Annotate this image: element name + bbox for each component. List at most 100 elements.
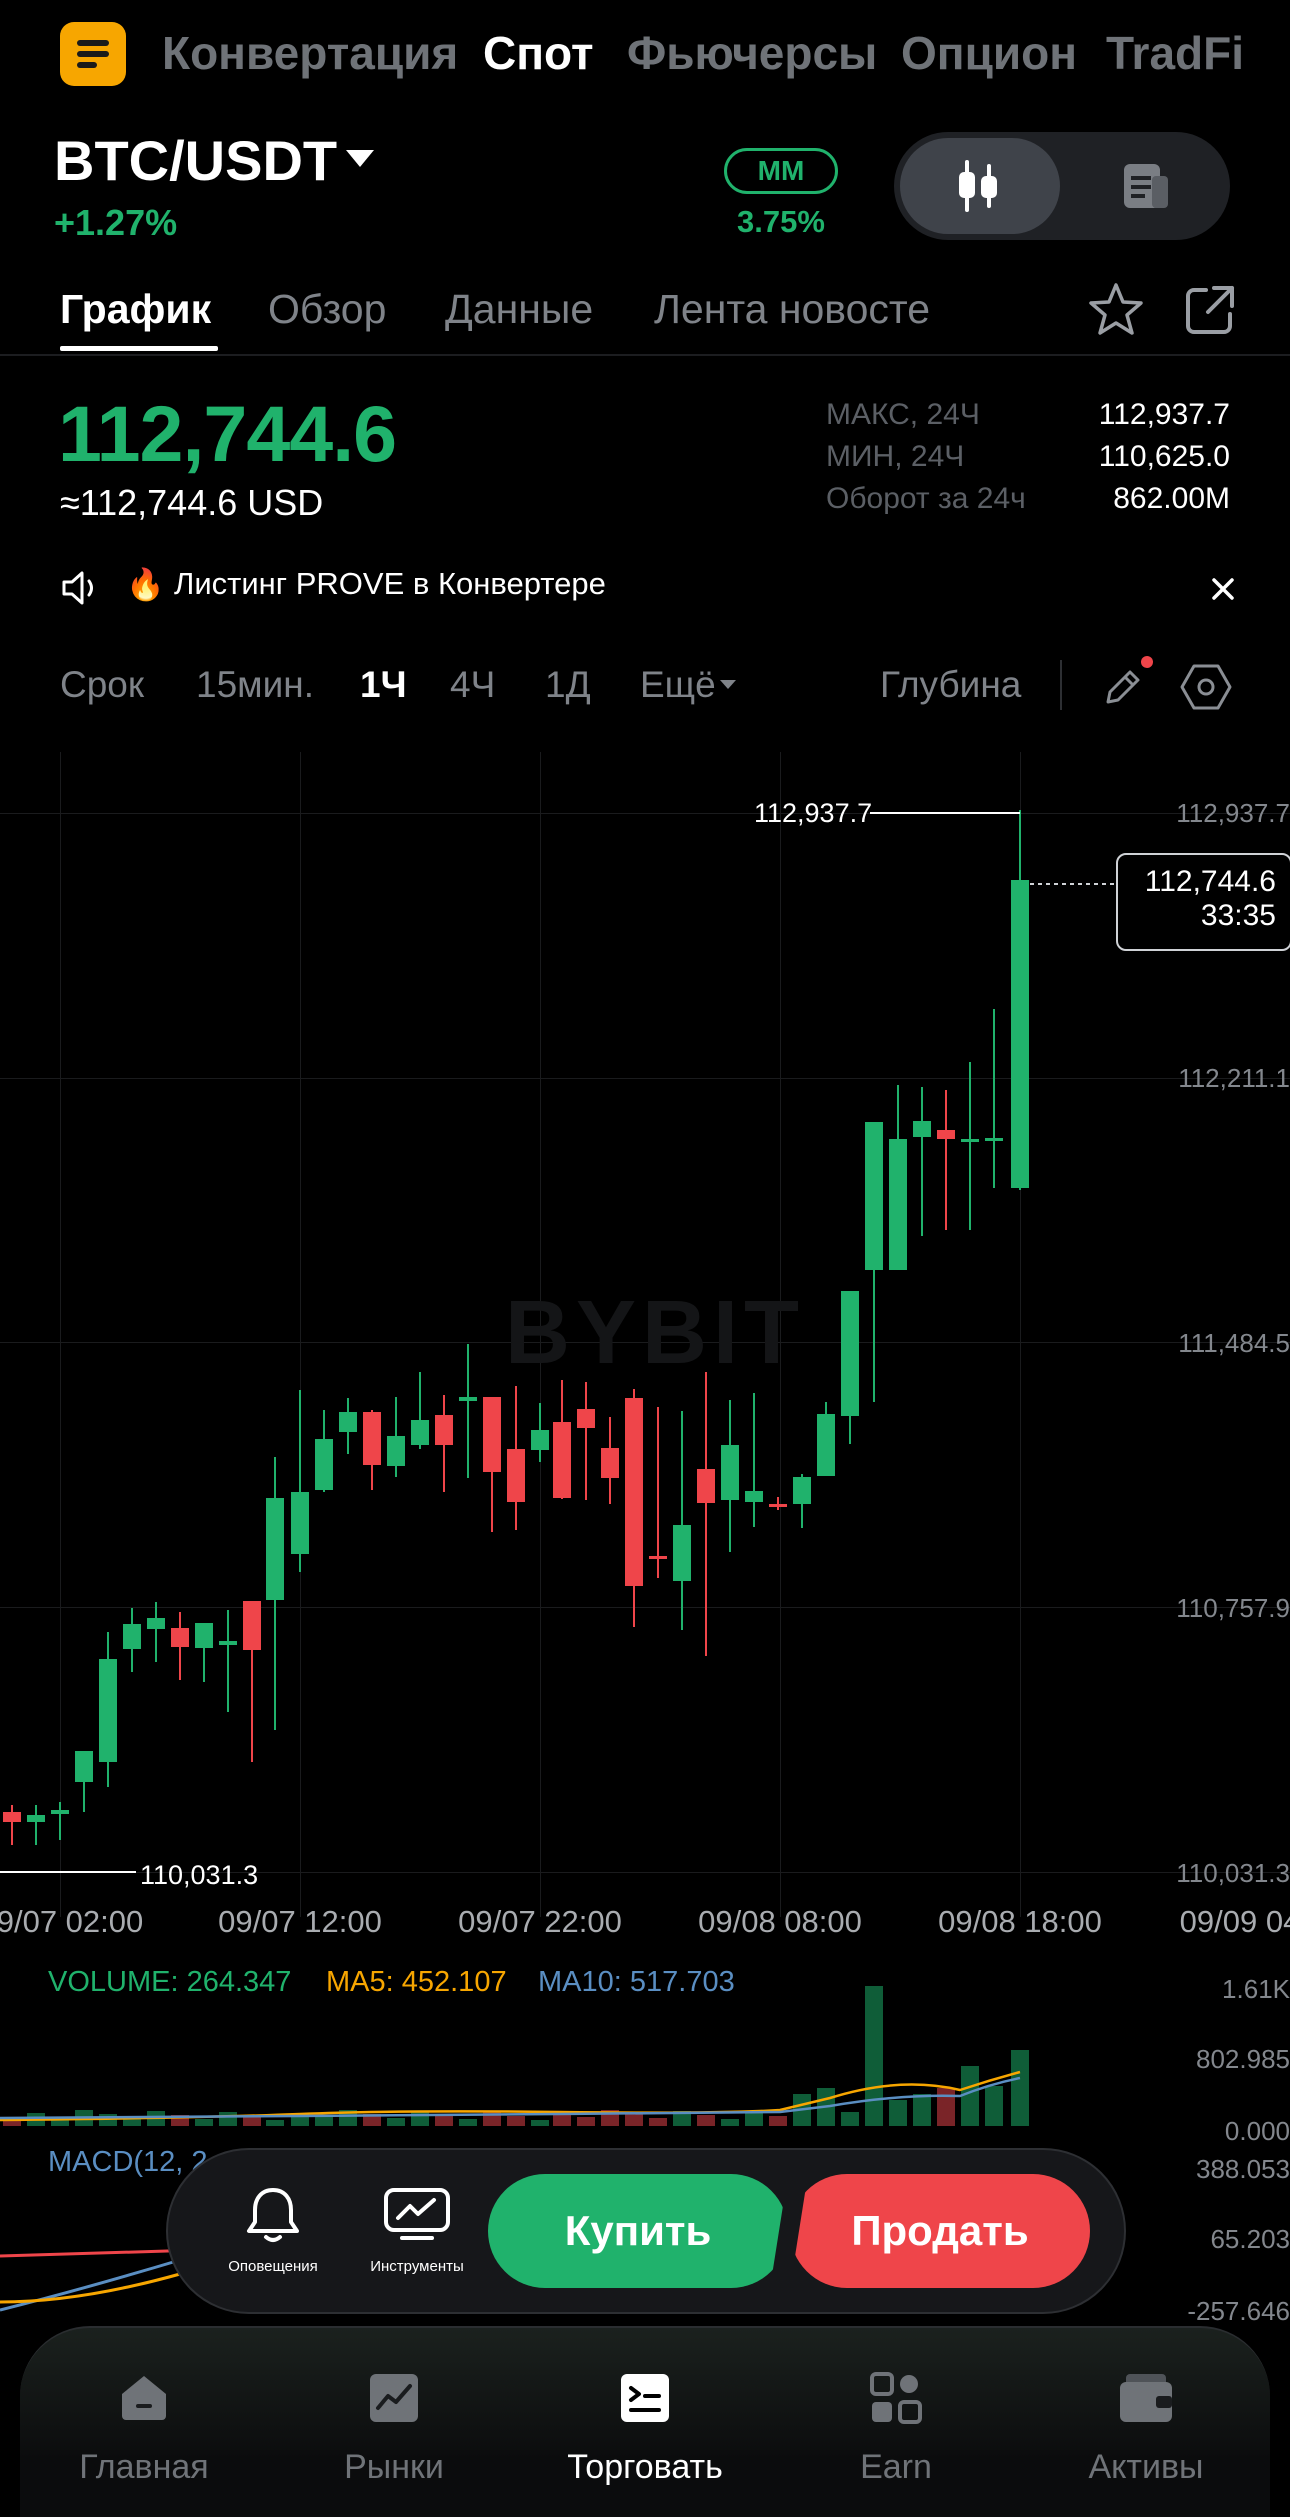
price-change: +1.27% — [54, 202, 178, 243]
tools-label[interactable]: Инструменты — [370, 2258, 464, 2275]
mm-value: 3.75% — [737, 204, 825, 239]
tab-data[interactable]: Данные — [445, 286, 594, 332]
tools-icon[interactable] — [382, 2186, 452, 2244]
pencil-icon[interactable] — [1100, 664, 1146, 710]
stat-low-label: МИН, 24Ч — [826, 440, 965, 473]
volume-bar — [363, 2114, 381, 2126]
timeframe-1h[interactable]: 1Ч — [360, 664, 407, 705]
x-axis-label: 09/07 12:00 — [218, 1904, 382, 1939]
volume-bar — [577, 2117, 595, 2126]
notification-dot — [1141, 656, 1153, 668]
buy-label[interactable]: Купить — [564, 2207, 712, 2254]
candle-body — [147, 1618, 165, 1629]
stat-high-label: МАКС, 24Ч — [826, 398, 980, 431]
candle-body — [601, 1448, 619, 1478]
y-axis-label: 110,757.9 — [1176, 1593, 1290, 1623]
candle-body — [51, 1810, 69, 1814]
tab-overview[interactable]: Обзор — [268, 286, 387, 332]
volume-bar — [721, 2119, 739, 2126]
nav-trade[interactable]: Торговать — [567, 2448, 723, 2486]
x-axis-label: 09/09 04 — [1179, 1904, 1290, 1939]
nav-assets[interactable]: Активы — [1088, 2448, 1204, 2486]
star-icon[interactable] — [1086, 280, 1146, 340]
tab-chart[interactable]: График — [60, 286, 212, 332]
tab-tradfi[interactable]: TradFi — [1106, 27, 1245, 79]
mm-badge[interactable]: MM — [724, 148, 838, 194]
volume-value: VOLUME: 264.347 — [48, 1966, 292, 1998]
candle-body — [793, 1477, 811, 1504]
volume-bar — [51, 2117, 69, 2126]
volume-bar — [387, 2118, 405, 2126]
fire-icon: 🔥 — [126, 567, 165, 602]
volume-chart — [0, 1986, 1029, 2126]
volume-axis-label: 0.000 — [1224, 2116, 1290, 2146]
tab-options[interactable]: Опцион — [901, 27, 1078, 79]
timeframe-4h[interactable]: 4Ч — [450, 664, 496, 705]
nav-earn[interactable]: Earn — [860, 2448, 932, 2486]
timeframe-15m[interactable]: 15мин. — [196, 664, 314, 705]
markets-icon[interactable] — [366, 2370, 422, 2426]
volume-bar — [123, 2118, 141, 2126]
candle-body — [913, 1121, 931, 1137]
volume-bar — [507, 2116, 525, 2126]
volume-bar — [745, 2112, 763, 2126]
timeframe-more[interactable]: Ещё — [640, 664, 716, 705]
close-icon[interactable] — [1208, 574, 1238, 604]
notice-text[interactable]: Листинг PROVE в Конвертере — [174, 566, 606, 601]
volume-bar — [649, 2118, 667, 2126]
grid-line — [60, 752, 61, 1917]
candle-body — [745, 1491, 763, 1502]
tab-spot[interactable]: Спот — [483, 27, 594, 79]
volume-axis-label: 1.61K — [1222, 1974, 1290, 2004]
candle-body — [673, 1525, 691, 1581]
candle-body — [171, 1628, 189, 1647]
macd-label: MACD(12, 2 — [48, 2146, 208, 2178]
candle-body — [315, 1439, 333, 1490]
buy-button[interactable]: Купить — [488, 2174, 788, 2288]
volume-bar — [195, 2119, 213, 2126]
candle-body — [985, 1138, 1003, 1141]
grid-line — [300, 752, 301, 1917]
volume-bar — [411, 2111, 429, 2126]
timeframe-1d[interactable]: 1Д — [545, 664, 591, 705]
chevron-down-icon[interactable] — [346, 150, 374, 167]
timeframe-label: Срок — [60, 664, 145, 705]
candle-body — [577, 1409, 595, 1428]
candle-body — [721, 1445, 739, 1500]
toolbar-divider — [1060, 660, 1062, 710]
sell-button[interactable]: Продать — [790, 2174, 1090, 2288]
home-icon[interactable] — [116, 2370, 172, 2426]
candlestick-icon — [959, 160, 997, 212]
orderbook-icon[interactable] — [1118, 158, 1174, 214]
menu-button[interactable] — [60, 22, 126, 86]
stat-high-value: 112,937.7 — [1098, 398, 1230, 431]
pair-selector[interactable]: BTC/USDT — [54, 129, 338, 192]
toggle-chart-active[interactable] — [900, 138, 1060, 234]
x-axis-label: 09/08 18:00 — [938, 1904, 1102, 1939]
depth-button[interactable]: Глубина — [880, 664, 1022, 705]
tab-convert[interactable]: Конвертация — [162, 27, 459, 79]
candle-body — [625, 1398, 643, 1586]
high-marker-label: 112,937.7 — [754, 798, 873, 828]
candle-body — [123, 1624, 141, 1649]
volume-bar — [243, 2116, 261, 2126]
tab-futures[interactable]: Фьючерсы — [627, 27, 878, 79]
candle-body — [697, 1469, 715, 1503]
nav-markets[interactable]: Рынки — [344, 2448, 444, 2486]
bell-icon[interactable] — [242, 2184, 304, 2246]
y-axis-label: 111,484.5 — [1178, 1328, 1290, 1358]
candle-body — [1011, 880, 1029, 922]
trade-icon[interactable] — [617, 2370, 673, 2426]
sell-label[interactable]: Продать — [851, 2207, 1029, 2254]
volume-bar — [435, 2115, 453, 2126]
candle-body — [195, 1623, 213, 1648]
alerts-label[interactable]: Оповещения — [228, 2258, 318, 2275]
settings-icon[interactable] — [1180, 662, 1232, 712]
tab-news[interactable]: Лента новосте — [654, 286, 931, 332]
nav-home[interactable]: Главная — [79, 2448, 209, 2486]
candlestick-chart[interactable] — [0, 752, 1290, 1912]
wallet-icon[interactable] — [1118, 2370, 1174, 2426]
share-icon[interactable] — [1182, 282, 1238, 338]
candle-body — [387, 1436, 405, 1466]
earn-icon[interactable] — [868, 2370, 924, 2426]
